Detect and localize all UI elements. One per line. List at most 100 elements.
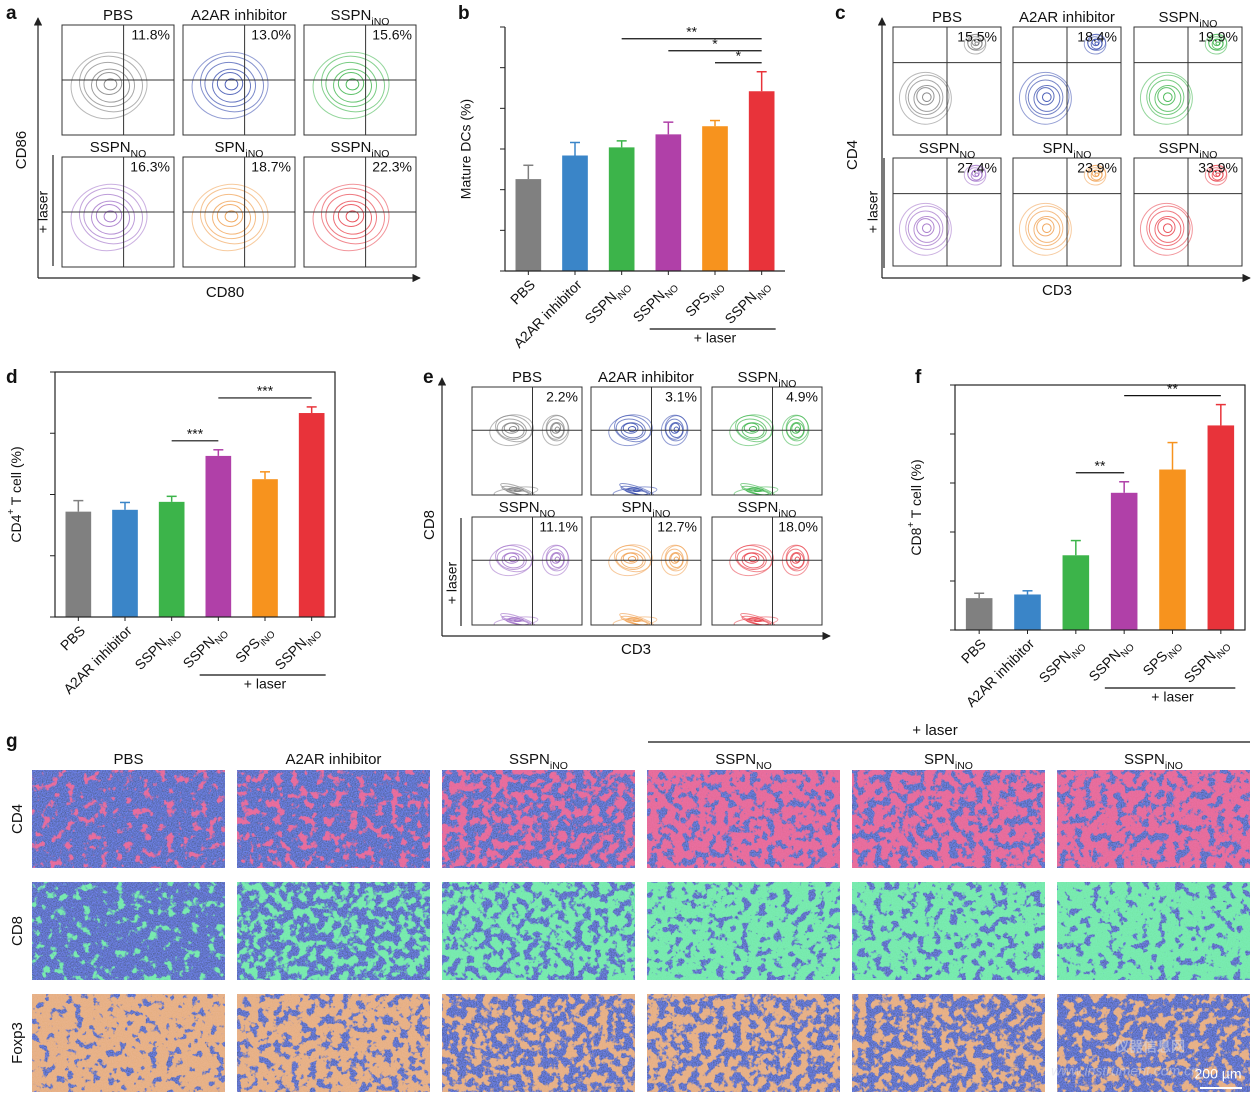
- contour: [1146, 74, 1191, 119]
- x-tick-label: SSPNiNO: [271, 622, 325, 676]
- plot-title: SSPNNO: [90, 139, 147, 160]
- x-axis-label: CD3: [1042, 282, 1072, 299]
- label-part: SPS: [232, 634, 263, 665]
- label-part: CD8: [908, 527, 924, 555]
- contour: [554, 426, 560, 433]
- y-axis-label: CD4+ T cell (%): [6, 446, 24, 542]
- panel-letter: c: [835, 3, 846, 24]
- contour: [545, 545, 569, 572]
- contour: [1018, 71, 1072, 125]
- contour: [1033, 215, 1061, 243]
- contour: [1157, 218, 1176, 237]
- micrograph-signal: [852, 882, 1045, 980]
- contour: [312, 183, 390, 252]
- percent-label: 15.5%: [957, 29, 997, 45]
- contour: [615, 418, 646, 440]
- contours: [489, 544, 570, 625]
- contour: [665, 418, 684, 440]
- label-part: NO: [756, 760, 772, 772]
- plot-frame: [711, 386, 823, 496]
- row-label: CD8: [9, 916, 26, 946]
- plot-title: A2AR inhibitor: [598, 369, 694, 386]
- contour: [216, 72, 244, 95]
- contour: [321, 55, 385, 113]
- x-tick-label: SSPNiNO: [581, 276, 635, 330]
- label-part: SSPN: [581, 288, 619, 326]
- contour: [615, 548, 646, 570]
- contours: [1018, 33, 1107, 125]
- contour: [546, 418, 565, 440]
- group-label: + laser: [694, 330, 737, 346]
- contour: [1027, 79, 1064, 116]
- label-part: iNO: [371, 148, 389, 160]
- group-label: + laser: [244, 676, 287, 692]
- contour: [913, 215, 941, 243]
- plot-title: SSPNNO: [919, 140, 976, 161]
- x-tick-label: SPSiNO: [1139, 635, 1185, 681]
- percent-label: 18.0%: [778, 519, 818, 535]
- panel-letter: d: [6, 367, 18, 388]
- plot-frame: [471, 516, 583, 626]
- contour: [333, 68, 373, 103]
- contour: [632, 489, 641, 492]
- contour: [1027, 210, 1064, 247]
- contour: [337, 72, 365, 95]
- label-part: SSPN: [90, 139, 131, 156]
- plot-title: SSPNiNO: [738, 499, 797, 520]
- x-tick-label: SSPNNO: [179, 622, 231, 674]
- plot-frame: [590, 386, 702, 496]
- percent-label: 33.9%: [1198, 160, 1238, 176]
- contour: [551, 422, 562, 434]
- label-part: iNO: [955, 760, 973, 772]
- watermark: 仪器信息网: [1114, 1039, 1185, 1055]
- contour: [668, 551, 684, 569]
- contours: [608, 544, 689, 625]
- contour: [622, 422, 639, 434]
- micrograph-signal: [647, 882, 840, 980]
- bar: [1062, 555, 1090, 630]
- contour: [785, 415, 809, 442]
- contours: [489, 414, 570, 495]
- contour: [508, 426, 518, 433]
- contour: [921, 92, 932, 102]
- contour: [786, 418, 805, 440]
- label-part: T cell (%): [8, 446, 24, 509]
- column-label: SPNiNO: [924, 751, 973, 772]
- bar: [205, 455, 232, 617]
- contour: [632, 619, 641, 622]
- percent-label: 16.3%: [130, 159, 170, 175]
- label-part: SPN: [924, 751, 955, 768]
- contour: [495, 545, 533, 573]
- label-part: iNO: [1199, 149, 1217, 161]
- contour: [503, 552, 520, 564]
- contour: [95, 204, 123, 227]
- plot-title: SPNiNO: [622, 499, 671, 520]
- laser-label: + laser: [35, 190, 51, 233]
- contour: [748, 426, 758, 433]
- contours: [191, 183, 269, 252]
- contour: [670, 552, 681, 564]
- column-label: SSPNNO: [715, 751, 772, 772]
- contour: [549, 551, 565, 569]
- contour: [333, 200, 373, 235]
- bar: [252, 479, 278, 617]
- label-part: T cell (%): [908, 459, 924, 522]
- contour: [216, 204, 244, 227]
- label-part: SSPN: [509, 751, 550, 768]
- contour: [321, 187, 385, 245]
- label-part: SPS: [1139, 647, 1170, 678]
- contour: [905, 205, 950, 250]
- micrograph-signal: [237, 882, 430, 980]
- label-part: SPS: [682, 288, 713, 319]
- percent-label: 4.9%: [786, 389, 818, 405]
- micrograph-signal: [1057, 882, 1250, 980]
- contour: [1212, 38, 1221, 47]
- contour: [496, 548, 527, 570]
- contour: [791, 552, 802, 564]
- contour: [907, 79, 944, 116]
